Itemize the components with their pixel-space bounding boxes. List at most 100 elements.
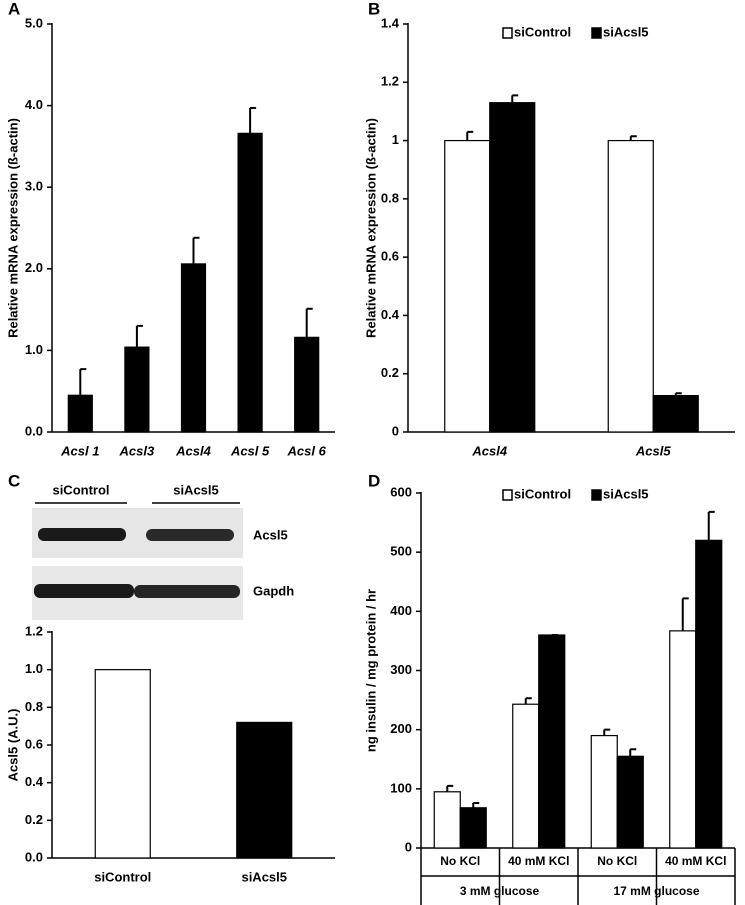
error-bar bbox=[446, 784, 454, 792]
bar bbox=[616, 755, 644, 849]
bar bbox=[433, 791, 461, 849]
band-label: Acsl5 bbox=[253, 527, 288, 542]
bar bbox=[444, 139, 491, 433]
y-tick-label: 0.6 bbox=[381, 249, 399, 264]
error-bar bbox=[249, 107, 257, 134]
y-tick-label: 0.0 bbox=[25, 849, 43, 864]
y-tick-label: 1.0 bbox=[25, 661, 43, 676]
bar bbox=[538, 634, 566, 849]
x-tick-label: No KCl bbox=[597, 854, 637, 868]
legend-label: siAcsl5 bbox=[603, 24, 649, 39]
legend-swatch bbox=[591, 27, 602, 39]
panel-letter: C bbox=[8, 471, 20, 490]
x-tick-label: siAcsl5 bbox=[241, 869, 287, 884]
bar bbox=[67, 394, 93, 433]
y-tick-label: 1.2 bbox=[25, 623, 43, 638]
lane-label: siAcsl5 bbox=[173, 482, 219, 497]
x-tick-label: siControl bbox=[94, 869, 151, 884]
lane-label: siControl bbox=[52, 482, 109, 497]
y-axis-label: Relative mRNA expression (ß-actin) bbox=[363, 118, 378, 338]
y-tick-label: 0.8 bbox=[381, 190, 399, 205]
x-tick-label: 40 mM KCl bbox=[508, 854, 569, 868]
bar bbox=[124, 346, 150, 433]
y-tick-label: 1.2 bbox=[381, 74, 399, 89]
panel-letter: B bbox=[368, 0, 380, 18]
bar bbox=[489, 102, 536, 433]
y-tick-label: 1.0 bbox=[25, 342, 43, 357]
error-bar bbox=[629, 748, 637, 757]
x-tick-label: 40 mM KCl bbox=[665, 854, 726, 868]
y-tick-label: 0.4 bbox=[381, 307, 400, 322]
y-tick-label: 0.0 bbox=[25, 423, 43, 438]
y-tick-label: 0.6 bbox=[25, 736, 43, 751]
legend-swatch bbox=[591, 489, 602, 501]
error-bar bbox=[707, 510, 715, 541]
y-tick-label: 500 bbox=[390, 544, 412, 559]
panel-letter: D bbox=[368, 471, 380, 490]
x-tick-label: Acsl 5 bbox=[230, 443, 270, 458]
y-tick-label: 100 bbox=[390, 780, 412, 795]
bar bbox=[512, 703, 540, 849]
legend-label: siAcsl5 bbox=[603, 486, 649, 501]
blot-band bbox=[134, 585, 240, 598]
error-bar bbox=[472, 802, 480, 808]
x-tick-label: Acsl5 bbox=[635, 443, 671, 458]
legend-swatch bbox=[502, 489, 513, 501]
x-tick-label: Acsl 6 bbox=[287, 443, 327, 458]
legend-label: siControl bbox=[514, 486, 571, 501]
y-tick-label: 0.2 bbox=[381, 365, 399, 380]
legend-label: siControl bbox=[514, 24, 571, 39]
y-tick-label: 400 bbox=[390, 603, 412, 618]
y-tick-label: 1 bbox=[392, 132, 399, 147]
y-tick-label: 600 bbox=[390, 484, 412, 499]
bar bbox=[607, 139, 654, 433]
y-tick-label: 0.4 bbox=[25, 774, 44, 789]
bar bbox=[590, 734, 618, 849]
error-bar bbox=[511, 94, 519, 103]
western-blot: siControl siAcsl5 Acsl5 Gapdh bbox=[32, 482, 294, 620]
y-tick-label: 200 bbox=[390, 721, 412, 736]
bar bbox=[180, 263, 207, 433]
bar bbox=[652, 394, 699, 433]
x-tick-label: Acsl4 bbox=[471, 443, 507, 458]
error-bar bbox=[524, 697, 532, 705]
error-bar bbox=[681, 597, 689, 631]
x-tick-label: Acsl4 bbox=[175, 443, 211, 458]
error-bar bbox=[135, 324, 143, 348]
legend-swatch bbox=[502, 27, 513, 39]
y-tick-label: 0 bbox=[392, 423, 399, 438]
error-bar bbox=[79, 368, 87, 396]
blot-band bbox=[34, 584, 134, 598]
error-bar bbox=[629, 135, 637, 141]
y-tick-label: 4.0 bbox=[25, 97, 43, 112]
y-axis-label: Relative mRNA expression (ß-actin) bbox=[5, 118, 20, 338]
y-tick-label: 0 bbox=[405, 839, 412, 854]
y-tick-label: 1.4 bbox=[381, 15, 400, 30]
y-tick-label: 0.8 bbox=[25, 699, 43, 714]
blot-band bbox=[146, 529, 234, 541]
bar bbox=[459, 807, 487, 849]
error-bar bbox=[192, 236, 200, 264]
bar bbox=[237, 132, 263, 433]
error-bar bbox=[466, 130, 474, 141]
group-label: 3 mM glucose bbox=[460, 884, 540, 898]
bar bbox=[695, 539, 723, 849]
y-tick-label: 0.2 bbox=[25, 812, 43, 827]
error-bar bbox=[603, 728, 611, 736]
y-axis-label: ng insulin / mg protein / hr bbox=[363, 589, 378, 752]
error-bar bbox=[674, 392, 682, 396]
band-label: Gapdh bbox=[253, 583, 294, 598]
bar bbox=[236, 721, 293, 859]
bar bbox=[94, 669, 151, 859]
panel-letter: A bbox=[8, 0, 20, 18]
y-tick-label: 300 bbox=[390, 662, 412, 677]
x-tick-label: Acsl 1 bbox=[60, 443, 99, 458]
bar bbox=[669, 630, 697, 849]
y-axis-label: Acsl5 (A.U.) bbox=[5, 709, 20, 782]
y-tick-label: 3.0 bbox=[25, 179, 43, 194]
x-tick-label: No KCl bbox=[440, 854, 480, 868]
blot-band bbox=[38, 528, 126, 541]
error-bar bbox=[305, 307, 313, 338]
x-tick-label: Acsl3 bbox=[119, 443, 155, 458]
